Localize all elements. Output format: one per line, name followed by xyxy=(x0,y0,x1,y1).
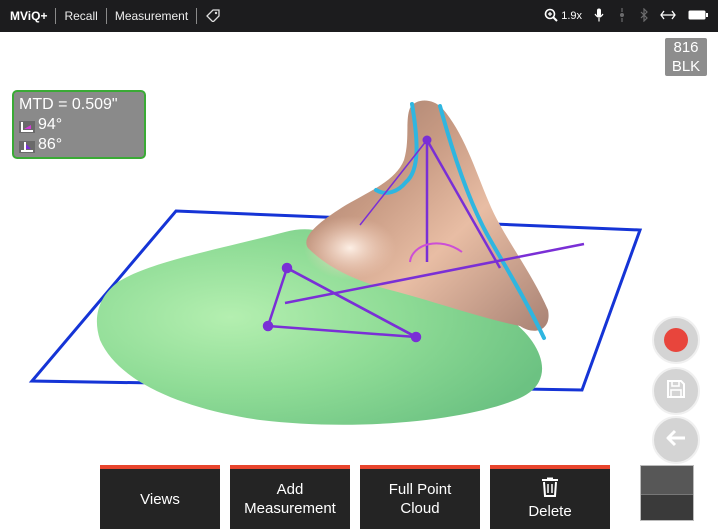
angle-value-1: 94° xyxy=(38,116,63,133)
add-measurement-button[interactable]: Add Measurement xyxy=(230,465,350,529)
battery-icon xyxy=(688,9,708,23)
measurement-result-panel[interactable]: MTD = 0.509" 94° 86° xyxy=(12,90,146,159)
arrow-left-icon xyxy=(665,429,687,452)
link-icon xyxy=(660,9,676,23)
divider xyxy=(55,8,57,24)
tag-icon[interactable] xyxy=(197,8,221,25)
angle-value-2: 86° xyxy=(38,136,63,153)
add-label-line1: Add xyxy=(276,481,304,498)
status-area: 1.9x xyxy=(544,0,708,32)
mtd-value: MTD = 0.509" xyxy=(19,96,118,113)
divider xyxy=(105,8,107,24)
save-icon xyxy=(665,378,687,405)
trash-icon xyxy=(541,477,559,502)
breadcrumb: MViQ+ Recall Measurement xyxy=(0,8,221,25)
zoom-indicator[interactable]: 1.9x xyxy=(544,8,582,25)
breadcrumb-recall[interactable]: Recall xyxy=(64,9,98,23)
focus-icon xyxy=(616,7,628,25)
top-bar: MViQ+ Recall Measurement 1.9x xyxy=(0,0,718,32)
thumbnail-button[interactable] xyxy=(640,465,694,521)
breadcrumb-measurement[interactable]: Measurement xyxy=(114,9,189,23)
cloud-label-line2: Cloud xyxy=(400,500,440,517)
probe-label: 816 BLK xyxy=(665,38,707,76)
angle-row-1: 94° xyxy=(19,115,144,135)
delete-label: Delete xyxy=(528,503,572,520)
zoom-in-icon xyxy=(544,8,558,25)
cloud-label-line1: Full Point xyxy=(388,481,452,498)
views-label: Views xyxy=(140,490,180,508)
surface-base xyxy=(96,229,543,425)
thumbnail-preview xyxy=(641,466,693,495)
brand-label: MViQ+ xyxy=(10,9,48,23)
save-button[interactable] xyxy=(652,367,700,415)
edge-profile xyxy=(374,102,546,340)
surface-highlight xyxy=(304,216,396,280)
delete-button[interactable]: Delete xyxy=(490,465,610,529)
point-cloud-view[interactable] xyxy=(0,32,718,529)
full-point-cloud-button[interactable]: Full Point Cloud xyxy=(360,465,480,529)
probe-label-code: BLK xyxy=(671,58,701,75)
angle-icon xyxy=(19,139,35,153)
zoom-level: 1.9x xyxy=(561,10,582,22)
add-label-line2: Measurement xyxy=(244,500,336,517)
microphone-icon xyxy=(594,8,604,25)
record-icon xyxy=(664,328,688,352)
divider xyxy=(196,8,198,24)
views-button[interactable]: Views xyxy=(100,465,220,529)
back-button[interactable] xyxy=(652,416,700,464)
probe-label-number: 816 xyxy=(673,39,699,56)
record-button[interactable] xyxy=(652,316,700,364)
triangle-measurement[interactable] xyxy=(262,262,422,343)
bluetooth-icon xyxy=(640,7,648,25)
angle-icon xyxy=(19,119,35,133)
angle-row-2: 86° xyxy=(19,135,144,155)
